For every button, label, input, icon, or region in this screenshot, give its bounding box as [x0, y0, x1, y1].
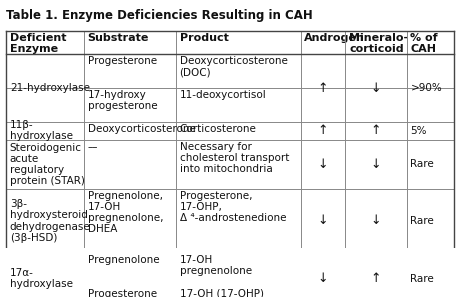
Text: 17-hydroxy
progesterone: 17-hydroxy progesterone — [88, 90, 157, 111]
Text: Progesterone: Progesterone — [88, 56, 157, 67]
Text: Progesterone,
17-OHP,
Δ ⁴-androstenedione: Progesterone, 17-OHP, Δ ⁴-androstenedion… — [180, 191, 286, 223]
Text: % of
CAH: % of CAH — [410, 33, 438, 54]
Text: Substrate: Substrate — [88, 33, 149, 43]
Text: Rare: Rare — [410, 159, 434, 169]
Text: Rare: Rare — [410, 274, 434, 284]
Text: ↑: ↑ — [318, 124, 328, 137]
Text: Product: Product — [180, 33, 228, 43]
Text: ↓: ↓ — [318, 158, 328, 171]
Bar — [6, 31, 454, 54]
Bar — [6, 189, 454, 253]
Text: Progesterone: Progesterone — [88, 289, 157, 297]
Text: ↓: ↓ — [318, 214, 328, 228]
Bar — [6, 122, 454, 140]
Text: Deficient
Enzyme: Deficient Enzyme — [10, 33, 66, 54]
Text: ↓: ↓ — [371, 214, 381, 228]
Text: ↑: ↑ — [371, 124, 381, 137]
Text: Pregnenolone: Pregnenolone — [88, 255, 159, 265]
Text: Pregnenolone,
17-OH
pregnenolone,
DHEA: Pregnenolone, 17-OH pregnenolone, DHEA — [88, 191, 163, 234]
Text: 3β-
hydroxysteroid
dehydrogenase
(3β-HSD): 3β- hydroxysteroid dehydrogenase (3β-HSD… — [10, 199, 91, 243]
Text: 17-OH (17-OHP): 17-OH (17-OHP) — [180, 289, 264, 297]
Bar — [6, 140, 454, 189]
Text: Mineralo-
corticoid: Mineralo- corticoid — [349, 33, 408, 54]
Text: ↓: ↓ — [371, 158, 381, 171]
Text: 17α-
hydroxylase: 17α- hydroxylase — [10, 268, 73, 289]
Text: >90%: >90% — [410, 83, 442, 93]
Text: 11-deoxycortisol: 11-deoxycortisol — [180, 90, 266, 100]
Text: ––: –– — [88, 142, 98, 152]
Bar — [6, 54, 454, 122]
Text: ↓: ↓ — [318, 272, 328, 285]
Text: ↓: ↓ — [371, 82, 381, 94]
Text: Table 1. Enzyme Deficiencies Resulting in CAH: Table 1. Enzyme Deficiencies Resulting i… — [6, 9, 313, 22]
Text: 11β-
hydroxylase: 11β- hydroxylase — [10, 120, 73, 141]
Text: 21-hydroxylase: 21-hydroxylase — [10, 83, 90, 93]
Bar — [6, 253, 454, 297]
Text: Necessary for
cholesterol transport
into mitochondria: Necessary for cholesterol transport into… — [180, 142, 289, 174]
Text: Steroidogenic
acute
regulatory
protein (STAR): Steroidogenic acute regulatory protein (… — [10, 143, 85, 186]
Text: 17-OH
pregnenolone: 17-OH pregnenolone — [180, 255, 252, 276]
Text: Rare: Rare — [410, 216, 434, 226]
Text: Deoxycorticosterone
(DOC): Deoxycorticosterone (DOC) — [180, 56, 287, 78]
Text: Deoxycorticosterone: Deoxycorticosterone — [88, 124, 195, 134]
Text: Corticosterone: Corticosterone — [180, 124, 256, 134]
Text: ↑: ↑ — [318, 82, 328, 94]
Text: ↑: ↑ — [371, 272, 381, 285]
Text: Androgen: Androgen — [304, 33, 365, 43]
Text: 5%: 5% — [410, 126, 427, 136]
